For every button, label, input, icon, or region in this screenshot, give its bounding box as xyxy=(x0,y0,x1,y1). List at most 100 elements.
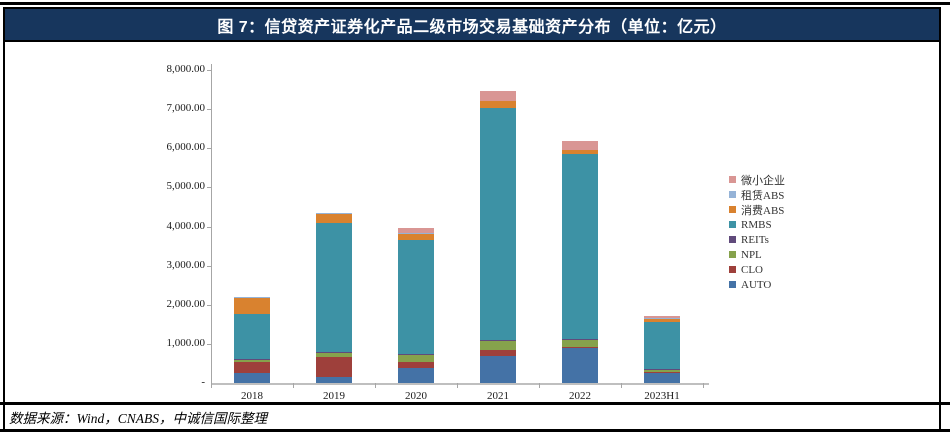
legend-swatch-icon xyxy=(729,206,736,213)
bar-segment-RMBS xyxy=(398,239,434,355)
x-category-label: 2023H1 xyxy=(644,390,680,402)
bar-segment-CLO xyxy=(398,362,434,369)
bar-segment-CLO xyxy=(316,357,352,378)
y-tick-mark xyxy=(207,343,211,345)
bar-segment-NPL xyxy=(480,340,516,350)
bar-segment-消费ABS xyxy=(562,149,598,154)
x-category-label: 2020 xyxy=(405,390,427,402)
x-tick-mark xyxy=(457,383,458,388)
bar-segment-AUTO xyxy=(562,348,598,383)
bar-segment-CLO xyxy=(562,347,598,349)
frame-border-right xyxy=(939,40,941,432)
bar-segment-RMBS xyxy=(234,314,270,359)
bar-segment-CLO xyxy=(480,349,516,356)
legend-swatch-icon xyxy=(729,266,736,273)
frame-border-left xyxy=(3,40,5,432)
source-note: 数据来源：Wind，CNABS，中诚信国际整理 xyxy=(9,411,268,426)
y-tick-mark xyxy=(207,109,211,111)
legend-label: CLO xyxy=(741,263,763,276)
bar-segment-RMBS xyxy=(480,107,516,341)
x-tick-mark xyxy=(375,383,376,388)
legend-label: NPL xyxy=(741,248,762,261)
legend-item: 消费ABS xyxy=(729,202,785,217)
y-tick-mark xyxy=(207,148,211,150)
legend-label: 租赁ABS xyxy=(741,189,785,202)
legend-swatch-icon xyxy=(729,221,736,228)
y-tick-label: 8,000.00 xyxy=(166,63,206,75)
legend-item: AUTO xyxy=(729,277,785,292)
x-tick-mark xyxy=(621,383,622,388)
legend-swatch-icon xyxy=(729,176,736,183)
bar-segment-NPL xyxy=(562,339,598,348)
y-tick-label: 4,000.00 xyxy=(166,219,206,232)
bar-segment-微小企业 xyxy=(644,315,680,319)
legend-label: 消费ABS xyxy=(741,204,785,217)
y-tick-mark xyxy=(207,304,211,306)
legend-swatch-icon xyxy=(729,281,736,288)
bar-segment-租赁ABS xyxy=(316,212,352,214)
bar-segment-NPL xyxy=(316,352,352,358)
top-divider xyxy=(0,2,950,5)
bar-segment-消费ABS xyxy=(398,233,434,240)
y-tick-label: 6,000.00 xyxy=(166,141,206,154)
x-tick-mark xyxy=(539,383,540,388)
bar-segment-消费ABS xyxy=(480,100,516,108)
chart-legend: 微小企业租赁ABS 消费ABS RMBS REITs NPL CLO AUTO xyxy=(729,172,785,292)
title-bar: 图 7：信贷资产证券化产品二级市场交易基础资产分布（单位：亿元） xyxy=(3,7,941,42)
x-tick-mark xyxy=(211,383,212,388)
bar-segment-微小企业 xyxy=(480,90,516,101)
bar-segment-RMBS xyxy=(562,153,598,339)
legend-item: NPL xyxy=(729,247,785,262)
bar-segment-NPL xyxy=(234,359,270,362)
legend-label: RMBS xyxy=(741,218,772,231)
legend-swatch-icon xyxy=(729,236,736,243)
bar-segment-AUTO xyxy=(316,377,352,383)
y-tick-label: - xyxy=(201,376,205,388)
bar-segment-租赁ABS xyxy=(644,318,680,320)
y-tick-label: 5,000.00 xyxy=(166,180,206,193)
y-tick-label: 2,000.00 xyxy=(166,297,206,310)
bar-segment-AUTO xyxy=(234,373,270,383)
legend-label: REITs xyxy=(741,233,769,246)
bar-segment-NPL xyxy=(398,354,434,363)
bar-segment-租赁ABS xyxy=(234,296,270,298)
y-axis-line xyxy=(211,64,212,384)
footer-divider-bottom xyxy=(0,429,950,432)
legend-item: 租赁ABS xyxy=(729,187,785,202)
bar-segment-AUTO xyxy=(480,356,516,383)
bar-segment-AUTO xyxy=(644,372,680,383)
bar-segment-AUTO xyxy=(398,368,434,383)
x-category-label: 2022 xyxy=(569,390,591,402)
y-tick-label: 3,000.00 xyxy=(166,258,206,271)
bar-segment-消费ABS xyxy=(644,319,680,322)
y-tick-mark xyxy=(207,226,211,228)
y-tick-label: 7,000.00 xyxy=(166,102,206,115)
bar-segment-消费ABS xyxy=(234,297,270,315)
bar-segment-NPL xyxy=(644,369,680,373)
x-axis-line xyxy=(211,383,709,385)
bar-segment-CLO xyxy=(234,361,270,374)
bar-segment-RMBS xyxy=(316,223,352,353)
legend-swatch-icon xyxy=(729,191,736,198)
bar-segment-RMBS xyxy=(644,321,680,370)
x-category-label: 2018 xyxy=(241,390,263,402)
x-category-label: 2019 xyxy=(323,390,345,402)
bar-segment-微小企业 xyxy=(398,227,434,233)
bar-segment-微小企业 xyxy=(562,140,598,150)
footer-divider-top xyxy=(0,402,950,405)
legend-item: 微小企业 xyxy=(729,172,785,187)
x-tick-mark xyxy=(293,383,294,388)
page-title: 图 7：信贷资产证券化产品二级市场交易基础资产分布（单位：亿元） xyxy=(217,18,727,36)
x-category-label: 2021 xyxy=(487,390,509,402)
legend-swatch-icon xyxy=(729,251,736,258)
legend-item: CLO xyxy=(729,262,785,277)
y-tick-mark xyxy=(207,70,211,71)
legend-label: 微小企业 xyxy=(741,174,785,187)
bar-segment-消费ABS xyxy=(316,213,352,224)
legend-label: AUTO xyxy=(741,278,772,291)
x-tick-mark xyxy=(703,383,704,388)
y-tick-mark xyxy=(207,265,211,267)
legend-item: RMBS xyxy=(729,217,785,232)
y-tick-label: 1,000.00 xyxy=(166,336,206,349)
